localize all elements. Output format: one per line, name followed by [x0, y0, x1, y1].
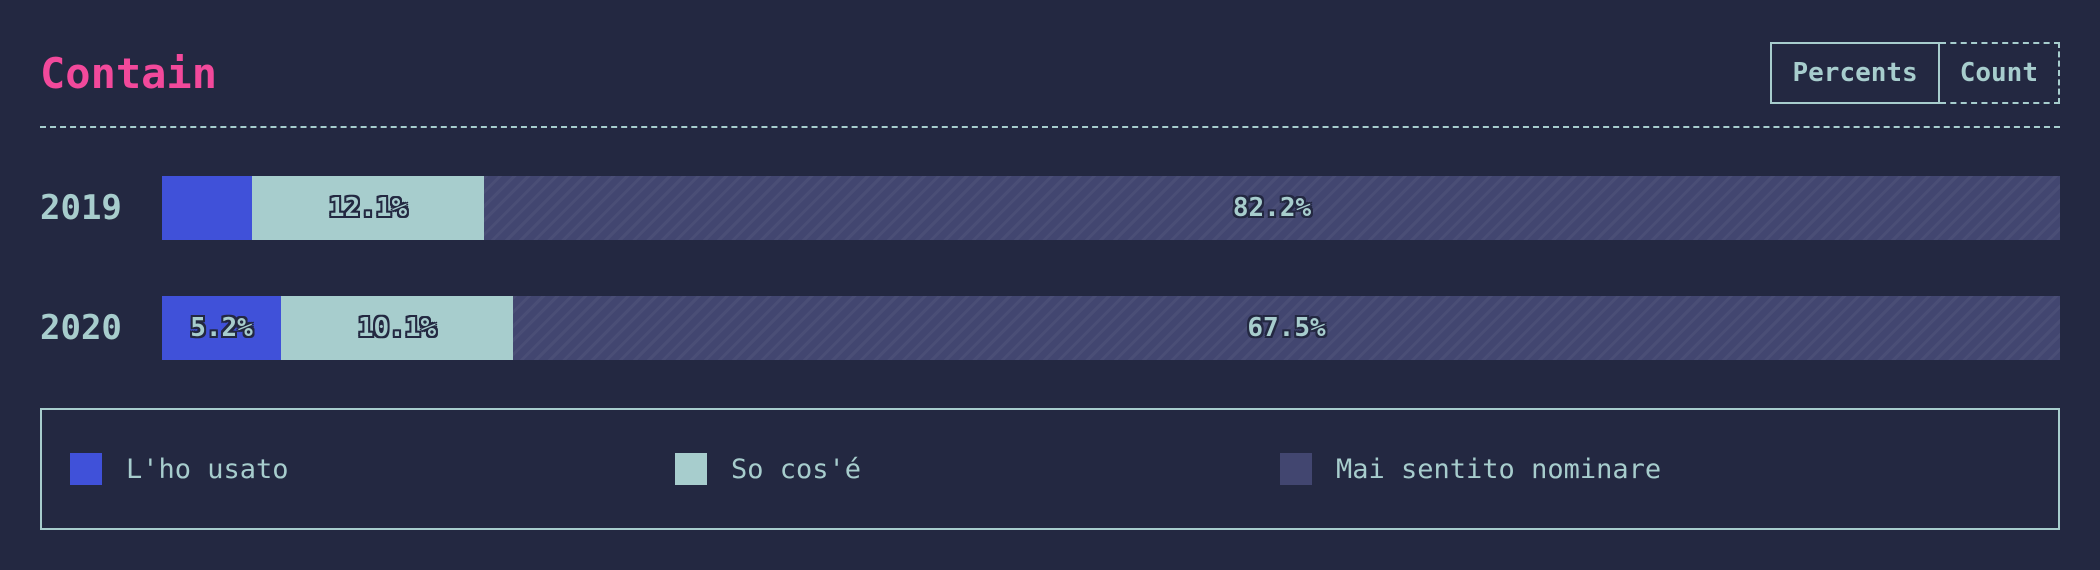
legend-label-used: L'ho usato	[126, 453, 289, 485]
bar-segment-never-2019: 82.2%	[484, 176, 2060, 240]
data-label-used-2020: 5.2%	[190, 313, 253, 343]
data-label-know-2019: 12.1%	[328, 193, 408, 223]
bar-segment-used-2019	[162, 176, 252, 240]
bar-2019: 12.1% 82.2%	[162, 176, 2060, 240]
row-label-2020: 2020	[40, 308, 122, 348]
bar-segment-know-2019: 12.1%	[252, 176, 484, 240]
legend-swatch-never	[1280, 453, 1312, 485]
legend-item-know[interactable]: So cos'é	[675, 453, 1280, 485]
bar-segment-used-2020: 5.2%	[162, 296, 281, 360]
data-label-know-2020: 10.1%	[357, 313, 437, 343]
header-divider	[40, 126, 2060, 128]
legend-item-used[interactable]: L'ho usato	[70, 453, 675, 485]
chart-legend: L'ho usato So cos'é Mai sentito nominare	[40, 408, 2060, 530]
legend-swatch-used	[70, 453, 102, 485]
legend-label-know: So cos'é	[731, 453, 862, 485]
bar-segment-never-2020: 67.5%	[513, 296, 2060, 360]
data-label-never-2019: 82.2%	[1232, 193, 1312, 223]
legend-item-never[interactable]: Mai sentito nominare	[1280, 453, 1885, 485]
count-button[interactable]: Count	[1939, 42, 2060, 104]
legend-swatch-know	[675, 453, 707, 485]
row-label-2019: 2019	[40, 188, 122, 228]
bar-2020: 5.2% 10.1% 67.5%	[162, 296, 2060, 360]
legend-label-never: Mai sentito nominare	[1336, 453, 1662, 485]
data-label-never-2020: 67.5%	[1247, 313, 1326, 343]
percents-button[interactable]: Percents	[1770, 42, 1940, 104]
unit-toggle: Percents Count	[1770, 42, 2060, 104]
chart-title: Contain	[40, 49, 218, 98]
bar-segment-know-2020: 10.1%	[281, 296, 513, 360]
